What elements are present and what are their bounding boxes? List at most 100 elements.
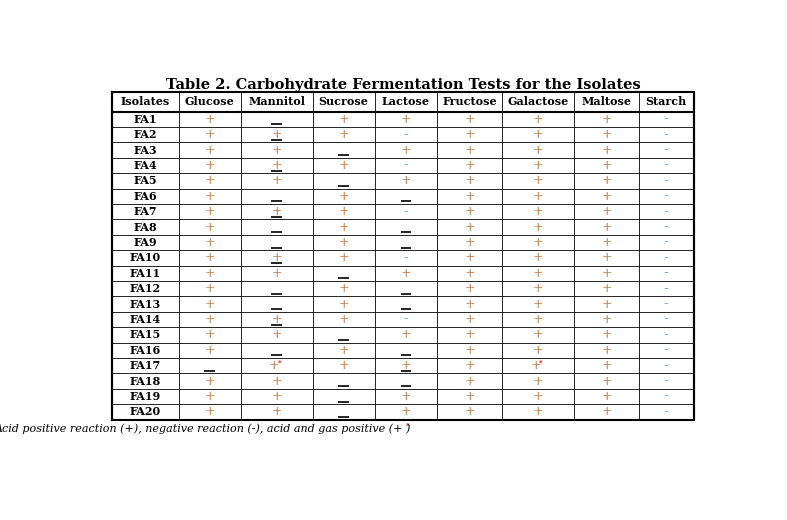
Text: +: +	[533, 113, 543, 126]
Text: +: +	[464, 252, 475, 265]
Text: +: +	[601, 175, 611, 188]
Text: +: +	[338, 190, 349, 203]
Text: -: -	[663, 159, 668, 173]
Text: +: +	[533, 313, 543, 326]
Text: +: +	[601, 267, 611, 280]
Text: +: +	[205, 297, 215, 310]
Text: +: +	[601, 297, 611, 310]
Text: +: +	[533, 329, 543, 342]
Text: +: +	[205, 406, 215, 419]
Text: +: +	[205, 205, 215, 218]
Text: +: +	[272, 175, 282, 188]
Text: FA13: FA13	[130, 298, 161, 310]
Text: +: +	[272, 406, 282, 419]
Text: +: +	[533, 175, 543, 188]
Text: FA8: FA8	[134, 222, 157, 232]
Text: Sucrose: Sucrose	[319, 96, 368, 107]
Text: +: +	[401, 406, 412, 419]
Text: -: -	[663, 189, 668, 203]
Text: -: -	[663, 112, 668, 126]
Text: +: +	[601, 205, 611, 218]
Text: +: +	[401, 175, 412, 188]
Text: -: -	[663, 282, 668, 296]
Text: +: +	[464, 220, 475, 233]
Text: -: -	[663, 297, 668, 311]
Text: +: +	[272, 159, 282, 172]
Text: -: -	[663, 143, 668, 157]
Text: FA11: FA11	[130, 268, 161, 279]
Text: FA20: FA20	[130, 407, 161, 418]
Text: +: +	[533, 344, 543, 357]
Text: +: +	[601, 282, 611, 295]
Text: Mannitol: Mannitol	[248, 96, 305, 107]
Text: Maltose: Maltose	[582, 96, 631, 107]
Bar	[113, 92, 694, 420]
Text: -: -	[663, 205, 668, 219]
Text: +: +	[533, 190, 543, 203]
Text: +: +	[533, 375, 543, 388]
Text: +: +	[464, 205, 475, 218]
Text: +: +	[464, 144, 475, 157]
Text: +: +	[272, 267, 282, 280]
Text: +: +	[205, 220, 215, 233]
Text: +: +	[530, 359, 541, 372]
Text: +: +	[464, 390, 475, 403]
Text: +: +	[533, 205, 543, 218]
Text: +: +	[401, 267, 412, 280]
Text: FA19: FA19	[130, 391, 161, 402]
Text: Galactose: Galactose	[508, 96, 569, 107]
Text: -: -	[663, 359, 668, 373]
Text: +: +	[533, 252, 543, 265]
Text: +: +	[401, 359, 412, 372]
Text: +: +	[338, 128, 349, 141]
Text: Fructose: Fructose	[442, 96, 497, 107]
Text: +: +	[464, 159, 475, 172]
Text: FA6: FA6	[134, 191, 157, 202]
Text: +: +	[464, 113, 475, 126]
Text: FA18: FA18	[130, 375, 161, 387]
Text: -: -	[404, 251, 408, 265]
Text: +: +	[464, 175, 475, 188]
Text: FA9: FA9	[134, 237, 157, 248]
Text: *: *	[278, 359, 282, 368]
Text: +: +	[401, 144, 412, 157]
Text: -: -	[663, 220, 668, 234]
Text: +: +	[338, 282, 349, 295]
Text: Lactose: Lactose	[382, 96, 430, 107]
Text: -: -	[404, 159, 408, 173]
Text: +: +	[205, 267, 215, 280]
Text: +: +	[205, 113, 215, 126]
Text: +: +	[601, 344, 611, 357]
Text: *: *	[405, 423, 409, 431]
Text: +: +	[205, 344, 215, 357]
Text: +: +	[338, 236, 349, 249]
Text: FA14: FA14	[130, 314, 161, 325]
Text: +: +	[205, 128, 215, 141]
Text: FA15: FA15	[130, 330, 161, 341]
Text: +: +	[601, 406, 611, 419]
Text: +: +	[401, 390, 412, 403]
Text: +: +	[464, 190, 475, 203]
Text: +: +	[401, 329, 412, 342]
Text: +: +	[464, 406, 475, 419]
Text: +: +	[338, 344, 349, 357]
Text: FA10: FA10	[130, 253, 161, 264]
Text: FA7: FA7	[134, 206, 157, 217]
Text: +: +	[601, 390, 611, 403]
Text: +: +	[464, 344, 475, 357]
Text: +: +	[205, 390, 215, 403]
Text: ): )	[405, 424, 410, 434]
Text: +: +	[338, 159, 349, 172]
Text: +: +	[205, 236, 215, 249]
Text: -: -	[663, 174, 668, 188]
Text: FA17: FA17	[130, 360, 161, 371]
Text: +: +	[205, 282, 215, 295]
Text: +: +	[205, 252, 215, 265]
Text: +: +	[601, 113, 611, 126]
Text: +: +	[533, 267, 543, 280]
Text: +: +	[601, 144, 611, 157]
Text: +: +	[533, 406, 543, 419]
Text: +: +	[338, 113, 349, 126]
Text: +: +	[272, 313, 282, 326]
Text: FA12: FA12	[130, 283, 161, 294]
